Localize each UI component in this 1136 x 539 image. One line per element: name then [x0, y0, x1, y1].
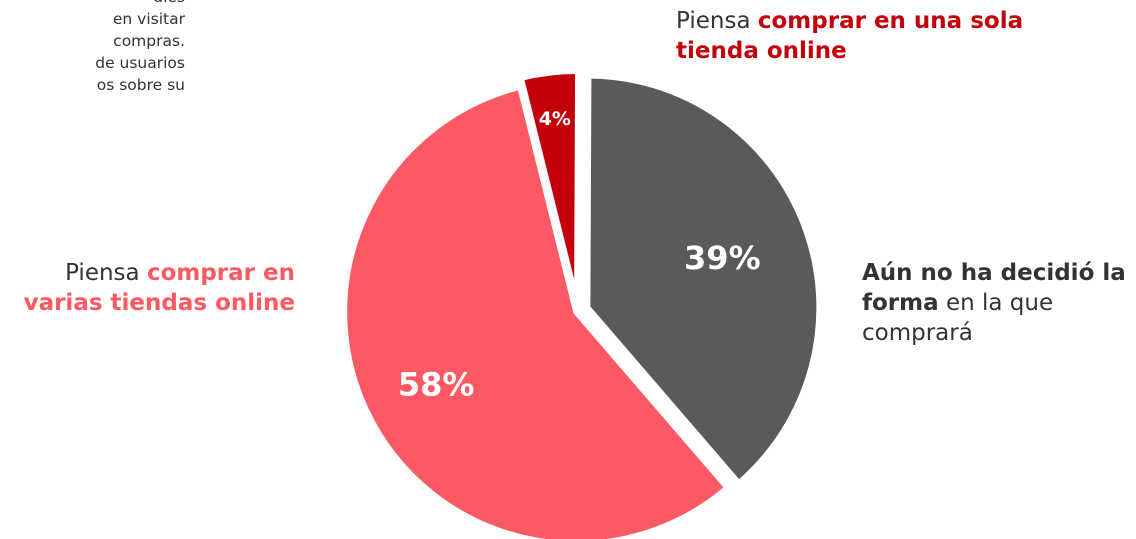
intro-text: ales en visitar compras. de usuarios os … [95, 0, 185, 94]
legend-label-single-store-bold: comprar en una sola tienda online [676, 8, 1024, 64]
pie-label-multiple-stores: 58% [398, 365, 475, 403]
pie-label-single-store: 4% [539, 108, 571, 130]
legend-label-multiple-stores-bold: comprar en varias tiendas online [23, 260, 295, 316]
pie-slice-single-store [517, 68, 582, 307]
legend-label-undecided: Aún no ha decidió la forma en la que com… [862, 258, 1136, 348]
legend-label-undecided-bold: Aún no ha decidió la forma [862, 260, 1126, 316]
legend-label-single-store-normal: Piensa [676, 8, 758, 34]
legend-label-multiple-stores-normal: Piensa [65, 260, 147, 286]
pie-slice-multiple-stores [341, 83, 731, 539]
pie-label-undecided: 39% [684, 239, 761, 277]
pie-slice-undecided [584, 72, 823, 487]
legend-label-undecided-normal: en la que comprará [862, 290, 1054, 346]
legend-label-multiple-stores: Piensa comprar en varias tiendas online [0, 258, 295, 318]
legend-label-single-store: Piensa comprar en una sola tienda online [676, 6, 1036, 66]
